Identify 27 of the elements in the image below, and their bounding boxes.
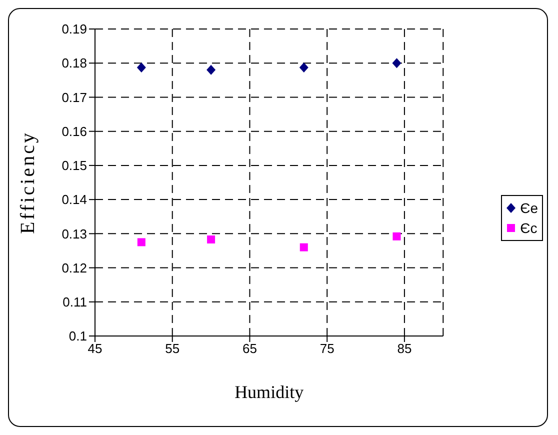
point — [136, 62, 146, 73]
y-tick-label: 0.15 — [62, 158, 87, 174]
y-tick-label: 0.13 — [62, 226, 87, 242]
x-axis-title: Humidity — [234, 382, 304, 402]
point — [300, 243, 308, 252]
x-tick-label: 65 — [242, 341, 257, 356]
y-tick-label: 0.16 — [62, 124, 87, 139]
point — [299, 62, 308, 73]
point — [137, 238, 146, 246]
y-tick-label: 0.17 — [62, 90, 87, 105]
x-tick-label: 45 — [88, 341, 102, 356]
point — [206, 64, 216, 75]
y-tick-label: 0.19 — [62, 22, 87, 37]
y-tick-label: 0.12 — [62, 260, 87, 276]
legend-label: Єc — [520, 218, 538, 238]
point — [392, 58, 402, 68]
point — [207, 235, 216, 244]
y-tick-label: 0.11 — [62, 294, 87, 310]
y-tick-label: 0.18 — [62, 56, 87, 71]
x-tick-label: 85 — [397, 341, 412, 356]
legend-label: Єe — [520, 198, 538, 218]
y-tick-label: 0.1 — [68, 328, 87, 344]
y-axis-title: Efficiency — [17, 131, 40, 234]
x-tick-label: 75 — [320, 341, 334, 356]
point — [392, 232, 401, 240]
y-tick-label: 0.14 — [62, 192, 87, 208]
x-tick-label: 55 — [165, 341, 180, 356]
